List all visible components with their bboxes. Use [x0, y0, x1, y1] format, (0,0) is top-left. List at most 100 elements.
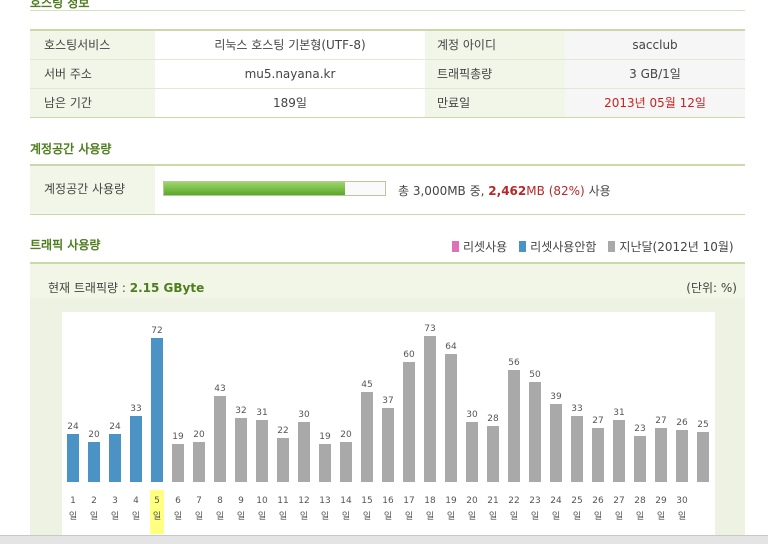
x-tick-label: 14 — [340, 496, 352, 506]
space-label: 계정공간 사용량 — [30, 166, 155, 214]
bar — [529, 382, 541, 482]
x-tick-label: 24 — [550, 496, 562, 506]
x-tick-label: 21 — [487, 496, 498, 506]
bar — [697, 432, 709, 482]
value-label: 32 — [235, 406, 246, 416]
value-label: 56 — [508, 358, 520, 368]
x-tick-label: 15 — [361, 496, 372, 506]
space-box: 계정공간 사용량 총 3,000MB 중, 2,462MB (82%) 사용 — [30, 164, 745, 215]
value-label: 24 — [109, 422, 121, 432]
x-tick-label: 30 — [676, 496, 688, 506]
x-tick-suffix: 일 — [447, 511, 455, 522]
table-cell: 2013년 05월 12일 — [565, 89, 745, 117]
bar — [67, 434, 79, 482]
value-label: 33 — [130, 404, 141, 414]
legend-label: 지난달(2012년 10월) — [619, 240, 734, 254]
legend-item: 지난달(2012년 10월) — [608, 238, 734, 255]
x-tick-label: 18 — [424, 496, 436, 506]
x-tick-suffix: 일 — [258, 511, 266, 522]
table-cell: mu5.nayana.kr — [244, 67, 336, 81]
bar — [613, 420, 625, 482]
x-tick-suffix: 일 — [615, 511, 623, 522]
x-tick-label: 20 — [466, 496, 478, 506]
value-label: 23 — [634, 424, 645, 434]
value-label: 39 — [550, 392, 562, 402]
bar — [298, 422, 310, 482]
scrollbar — [0, 535, 768, 544]
bar — [172, 444, 184, 482]
value-label: 25 — [697, 420, 708, 430]
x-tick-label: 10 — [256, 496, 268, 506]
x-tick-suffix: 일 — [132, 511, 140, 522]
x-tick-label: 16 — [382, 496, 394, 506]
x-tick-label: 28 — [634, 496, 646, 506]
bar — [634, 436, 646, 482]
table-cell: 호스팅서비스 — [30, 31, 155, 59]
divider — [30, 10, 745, 11]
bar — [382, 408, 394, 482]
bar — [655, 428, 667, 482]
x-tick-label: 3 — [112, 496, 118, 506]
value-label: 27 — [592, 416, 603, 426]
value-label: 73 — [424, 324, 435, 334]
value-label: 33 — [571, 404, 582, 414]
x-tick-suffix: 일 — [279, 511, 287, 522]
x-tick-label: 11 — [277, 496, 288, 506]
bar — [487, 426, 499, 482]
value-label: 27 — [655, 416, 666, 426]
table-row: 남은 기간 189일 만료일 2013년 05월 12일 — [30, 89, 745, 117]
x-tick-suffix: 일 — [426, 511, 434, 522]
section-title: 계정공간 사용량 — [30, 142, 112, 156]
section-title: 호스팅 정보 — [30, 0, 90, 10]
current-traffic: 현재 트래픽량 : 2.15 GByte — [48, 279, 204, 296]
hosting-table: 호스팅서비스 리눅스 호스팅 기본형(UTF-8) 계정 아이디 sacclub 서버 … — [30, 29, 745, 118]
current-label: 현재 트래픽량 : — [48, 281, 126, 295]
legend-swatch — [452, 241, 459, 252]
x-tick-label: 2 — [91, 496, 97, 506]
value-label: 30 — [298, 410, 310, 420]
x-tick-suffix: 일 — [90, 511, 98, 522]
bar — [151, 338, 163, 482]
x-tick-label: 22 — [508, 496, 519, 506]
x-tick-suffix: 일 — [237, 511, 245, 522]
unit: (단위: %) — [686, 281, 737, 295]
x-tick-label: 29 — [655, 496, 667, 506]
x-tick-suffix: 일 — [111, 511, 119, 522]
x-tick-suffix: 일 — [174, 511, 182, 522]
bar — [235, 418, 247, 482]
legend-label: 리셋사용 — [463, 240, 508, 254]
x-tick-label: 23 — [529, 496, 540, 506]
x-tick-suffix: 일 — [216, 511, 224, 522]
bar — [340, 442, 352, 482]
x-tick-suffix: 일 — [342, 511, 350, 522]
value-label: 37 — [382, 396, 393, 406]
x-tick-suffix: 일 — [531, 511, 539, 522]
x-tick-label: 9 — [238, 496, 244, 506]
table-row: 호스팅서비스 리눅스 호스팅 기본형(UTF-8) 계정 아이디 sacclub — [30, 31, 745, 60]
x-tick-suffix: 일 — [678, 511, 686, 522]
today-highlight — [150, 490, 164, 534]
value-label: 50 — [529, 370, 541, 380]
bar — [130, 416, 142, 482]
bar — [466, 422, 478, 482]
used-unit: MB — [526, 184, 545, 198]
bar — [508, 370, 520, 482]
x-tick-label: 27 — [613, 496, 624, 506]
x-tick-label: 6 — [175, 496, 181, 506]
table-cell: 189일 — [273, 96, 307, 110]
total: 총 3,000MB 중, — [398, 184, 485, 198]
x-tick-suffix: 일 — [489, 511, 497, 522]
x-tick-suffix: 일 — [468, 511, 476, 522]
x-tick-suffix: 일 — [636, 511, 644, 522]
bar — [109, 434, 121, 482]
bar — [256, 420, 268, 482]
value-label: 60 — [403, 350, 415, 360]
value-label: 43 — [214, 384, 225, 394]
table-cell: 남은 기간 — [30, 89, 155, 117]
value-label: 31 — [613, 408, 624, 418]
table-cell: 만료일 — [425, 89, 565, 117]
value-label: 19 — [172, 432, 184, 442]
value-label: 31 — [256, 408, 267, 418]
bar — [319, 444, 331, 482]
table-cell: 계정 아이디 — [425, 31, 565, 59]
